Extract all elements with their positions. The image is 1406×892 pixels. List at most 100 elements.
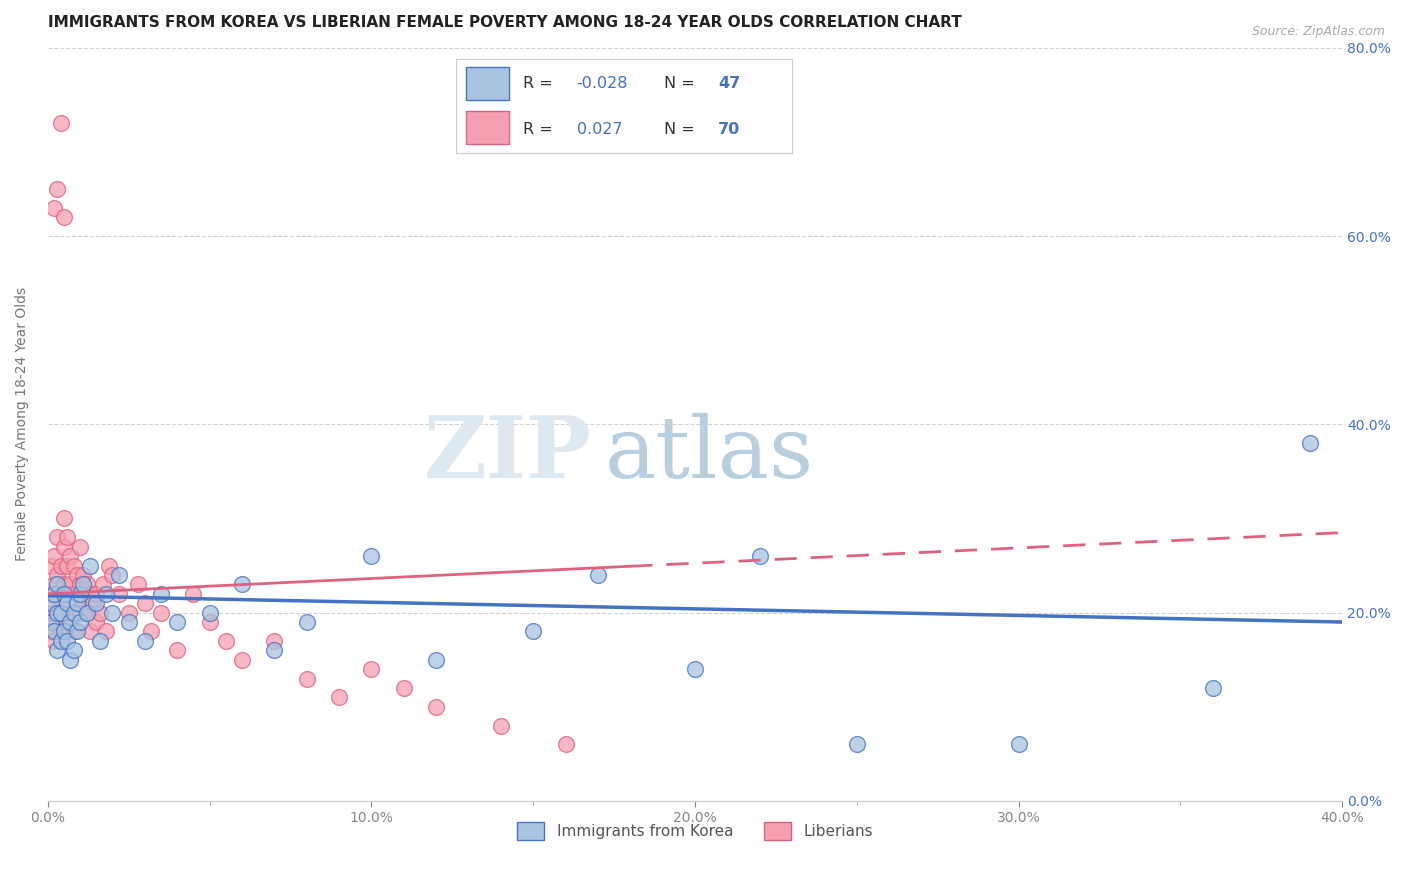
Text: IMMIGRANTS FROM KOREA VS LIBERIAN FEMALE POVERTY AMONG 18-24 YEAR OLDS CORRELATI: IMMIGRANTS FROM KOREA VS LIBERIAN FEMALE… <box>48 15 962 30</box>
Point <box>39 596 62 610</box>
Point <box>198 615 221 629</box>
Point <box>79 558 101 573</box>
Y-axis label: Female Poverty Among 18-24 Year Olds: Female Poverty Among 18-24 Year Olds <box>15 287 30 561</box>
Point <box>49 633 72 648</box>
Point <box>62 624 84 639</box>
Point <box>150 606 173 620</box>
Point <box>101 568 124 582</box>
Point <box>94 587 117 601</box>
Point <box>52 211 75 225</box>
Point <box>101 606 124 620</box>
Point <box>52 624 75 639</box>
Point <box>91 577 114 591</box>
Point <box>62 643 84 657</box>
Point <box>263 633 285 648</box>
Point <box>89 633 111 648</box>
Point <box>118 606 141 620</box>
Point <box>72 577 94 591</box>
Point <box>46 530 69 544</box>
Legend: Immigrants from Korea, Liberians: Immigrants from Korea, Liberians <box>510 816 879 846</box>
Point <box>44 633 66 648</box>
Point <box>56 558 79 573</box>
Point <box>46 568 69 582</box>
Point <box>49 596 72 610</box>
Point <box>39 615 62 629</box>
Point <box>52 511 75 525</box>
Point <box>69 587 91 601</box>
Point <box>66 596 89 610</box>
Point <box>44 587 66 601</box>
Point <box>231 653 253 667</box>
Point <box>84 596 107 610</box>
Point <box>52 587 75 601</box>
Point <box>39 558 62 573</box>
Point <box>183 587 205 601</box>
Point <box>46 182 69 196</box>
Point <box>66 624 89 639</box>
Point <box>46 643 69 657</box>
Point <box>586 568 609 582</box>
Point <box>59 606 82 620</box>
Point <box>98 558 121 573</box>
Point <box>59 615 82 629</box>
Point <box>39 606 62 620</box>
Point <box>845 738 868 752</box>
Point <box>150 587 173 601</box>
Point <box>166 643 188 657</box>
Point <box>49 606 72 620</box>
Point <box>425 653 447 667</box>
Point <box>69 577 91 591</box>
Point <box>72 596 94 610</box>
Point <box>360 549 382 563</box>
Point <box>46 577 69 591</box>
Point <box>39 587 62 601</box>
Text: Source: ZipAtlas.com: Source: ZipAtlas.com <box>1251 25 1385 38</box>
Point <box>295 672 318 686</box>
Point <box>231 577 253 591</box>
Point <box>39 624 62 639</box>
Point <box>328 690 350 705</box>
Point <box>683 662 706 676</box>
Point <box>1007 738 1029 752</box>
Point <box>76 577 98 591</box>
Point <box>56 596 79 610</box>
Point <box>62 587 84 601</box>
Point <box>263 643 285 657</box>
Point <box>66 596 89 610</box>
Point <box>215 633 238 648</box>
Point <box>489 718 512 732</box>
Point <box>56 530 79 544</box>
Point <box>46 606 69 620</box>
Point <box>79 587 101 601</box>
Point <box>62 558 84 573</box>
Point <box>44 624 66 639</box>
Point <box>44 201 66 215</box>
Point <box>141 624 163 639</box>
Point <box>69 540 91 554</box>
Point <box>44 606 66 620</box>
Point <box>134 596 156 610</box>
Point <box>82 596 104 610</box>
Point <box>425 699 447 714</box>
Point <box>69 606 91 620</box>
Point <box>166 615 188 629</box>
Point <box>79 624 101 639</box>
Point <box>554 738 576 752</box>
Point <box>522 624 544 639</box>
Point <box>76 606 98 620</box>
Point <box>127 577 149 591</box>
Point <box>49 558 72 573</box>
Point <box>49 624 72 639</box>
Text: ZIP: ZIP <box>423 412 592 497</box>
Point <box>1202 681 1225 695</box>
Point <box>56 633 79 648</box>
Point <box>56 587 79 601</box>
Point <box>198 606 221 620</box>
Point <box>46 587 69 601</box>
Point <box>72 568 94 582</box>
Point <box>84 615 107 629</box>
Point <box>49 116 72 130</box>
Point <box>360 662 382 676</box>
Point <box>76 606 98 620</box>
Point <box>62 606 84 620</box>
